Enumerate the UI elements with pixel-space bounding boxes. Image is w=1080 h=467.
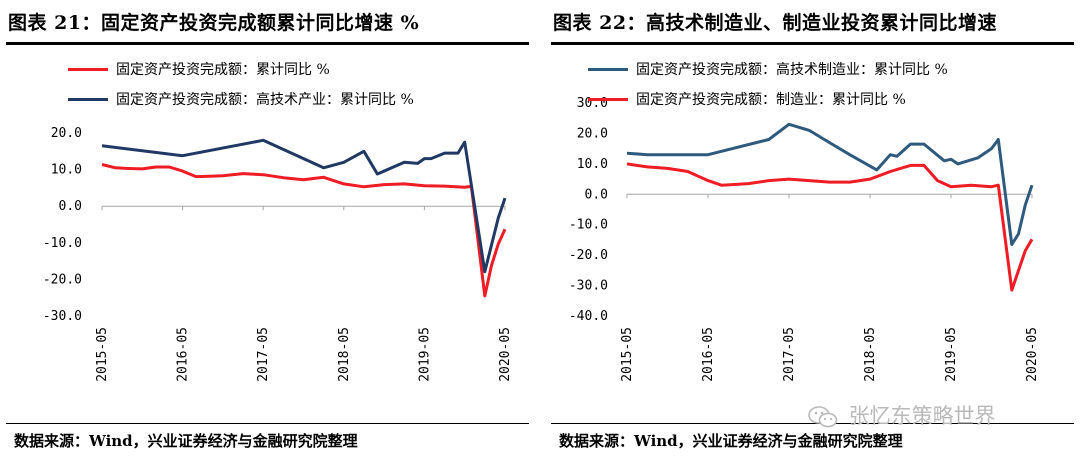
y-tick-label: 20.0 <box>577 126 608 141</box>
y-tick-label: -20.0 <box>569 248 608 263</box>
x-tick-label: 2019-05 <box>417 327 432 382</box>
chart-panel-left: 图表 21：固定资产投资完成额累计同比增速 % 20.0 10.0 0.0 -10.0… <box>0 0 535 467</box>
chart-source: 数据来源：Wind，兴业证券经济与金融研究院整理 <box>559 432 903 450</box>
y-tick-label: -10.0 <box>43 236 82 251</box>
chart-title: 图表 21：固定资产投资完成额累计同比增速 % <box>8 12 420 34</box>
x-tick-label: 2018-05 <box>337 327 352 382</box>
y-tick-label: 10.0 <box>51 163 82 178</box>
legend-label: 固定资产投资完成额：高技术制造业：累计同比 % <box>636 62 948 78</box>
source-divider <box>551 423 1074 424</box>
legend-swatch <box>68 98 108 101</box>
y-tick-label: -20.0 <box>43 272 82 287</box>
chart-source: 数据来源：Wind，兴业证券经济与金融研究院整理 <box>14 432 358 450</box>
x-tick-label: 2017-05 <box>256 327 271 382</box>
x-tick-label: 2018-05 <box>863 327 878 382</box>
series-line-2 <box>626 162 1034 292</box>
chart-title: 图表 22：高技术制造业、制造业投资累计同比增速 <box>553 12 998 34</box>
y-tick-label: -30.0 <box>569 279 608 294</box>
x-tick-label: 2017-05 <box>782 327 797 382</box>
y-tick-label: -30.0 <box>43 309 82 324</box>
legend-label: 固定资产投资完成额：高技术产业：累计同比 % <box>116 92 414 108</box>
chart-panel-right: 图表 22：高技术制造业、制造业投资累计同比增速 30.0 20.0 10.0 0.0… <box>545 0 1080 467</box>
x-tick-label: 2020-05 <box>1025 327 1040 382</box>
series-line-2 <box>101 138 507 274</box>
legend-label: 固定资产投资完成额：累计同比 % <box>116 62 330 78</box>
legend-swatch <box>68 68 108 71</box>
x-tick-label: 2019-05 <box>944 327 959 382</box>
source-divider <box>6 423 529 424</box>
title-divider <box>6 42 529 45</box>
y-tick-label: 0.0 <box>585 187 608 202</box>
legend-swatch <box>588 68 628 71</box>
series-line-1 <box>101 163 507 298</box>
x-tick-label: 2016-05 <box>701 327 716 382</box>
legend-label: 固定资产投资完成额：制造业：累计同比 % <box>636 92 906 108</box>
legend-swatch <box>588 98 628 101</box>
wechat-icon <box>808 406 838 428</box>
y-tick-label: 0.0 <box>59 199 82 214</box>
x-tick-label: 2015-05 <box>95 327 110 382</box>
y-tick-label: 20.0 <box>51 126 82 141</box>
watermark-text: 张忆东策略世界 <box>848 404 996 428</box>
x-tick-label: 2015-05 <box>620 327 635 382</box>
y-tick-label: -10.0 <box>569 218 608 233</box>
y-tick-label: -40.0 <box>569 309 608 324</box>
x-tick-label: 2020-05 <box>498 327 513 382</box>
watermark: 张忆东策略世界 <box>808 400 996 430</box>
series-line-1 <box>626 122 1034 246</box>
line-chart: 20.0 10.0 0.0 -10.0 -20.0 -30.0 2015-05 2016-05… <box>43 126 513 382</box>
y-tick-label: 10.0 <box>577 157 608 172</box>
title-divider <box>551 42 1074 45</box>
x-tick-label: 2016-05 <box>176 327 191 382</box>
